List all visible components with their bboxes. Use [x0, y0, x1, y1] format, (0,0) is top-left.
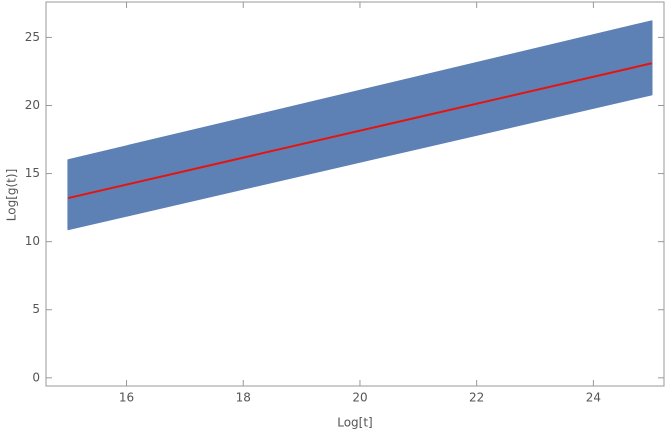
fit-line: [67, 62, 652, 200]
x-tick-label: 18: [236, 391, 251, 405]
plot-frame: [45, 1, 665, 387]
y-axis-label: Log[g(t)]: [5, 169, 19, 221]
x-tick-label: 16: [119, 391, 134, 405]
y-tick-label: 15: [25, 166, 40, 180]
x-tick-label: 20: [352, 391, 367, 405]
x-tick-label: 22: [469, 391, 484, 405]
y-tick-label: 10: [25, 234, 40, 248]
y-tick-label: 25: [25, 30, 40, 44]
y-tick-label: 0: [32, 370, 40, 384]
scatter-band: [67, 20, 653, 231]
x-axis-label: Log[t]: [337, 416, 373, 430]
y-tick-label: 5: [32, 302, 40, 316]
x-tick-label: 24: [586, 391, 601, 405]
y-tick-label: 20: [25, 98, 40, 112]
